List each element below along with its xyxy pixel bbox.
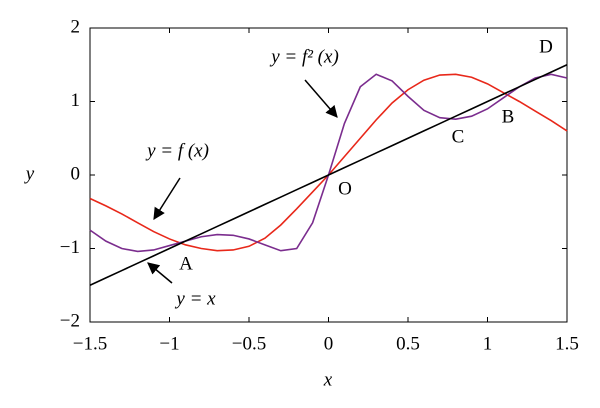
annotation: y = f² (x) (269, 46, 339, 67)
x-tick-label: 0.5 (396, 333, 420, 354)
x-axis-label: x (323, 369, 333, 390)
point-label: B (502, 106, 515, 127)
x-tick-label: 1.5 (555, 333, 579, 354)
x-tick-label: −1 (159, 333, 179, 354)
arrow (304, 79, 338, 118)
point-label: D (539, 36, 553, 57)
series-line (89, 73, 568, 252)
point-label: C (452, 126, 465, 147)
x-tick-label: −1.5 (73, 333, 107, 354)
y-tick-label: −1 (60, 237, 80, 258)
y-tick-label: 0 (71, 163, 81, 184)
arrow (147, 262, 173, 284)
series-line (89, 73, 568, 253)
plot-area (89, 64, 568, 286)
y-tick-label: 1 (71, 90, 81, 111)
y-tick-label: 2 (71, 16, 81, 37)
point-label: O (338, 178, 352, 199)
x-tick-label: 1 (483, 333, 493, 354)
y-axis-label: y (24, 163, 35, 184)
y-tick-label: −2 (60, 310, 80, 331)
x-tick-label: 0 (324, 333, 334, 354)
annotation: y = x (174, 288, 216, 309)
arrow (153, 177, 181, 221)
series-line (89, 64, 568, 286)
annotation: y = f (x) (145, 140, 209, 161)
point-label: A (179, 253, 193, 274)
x-tick-label: −0.5 (232, 333, 266, 354)
